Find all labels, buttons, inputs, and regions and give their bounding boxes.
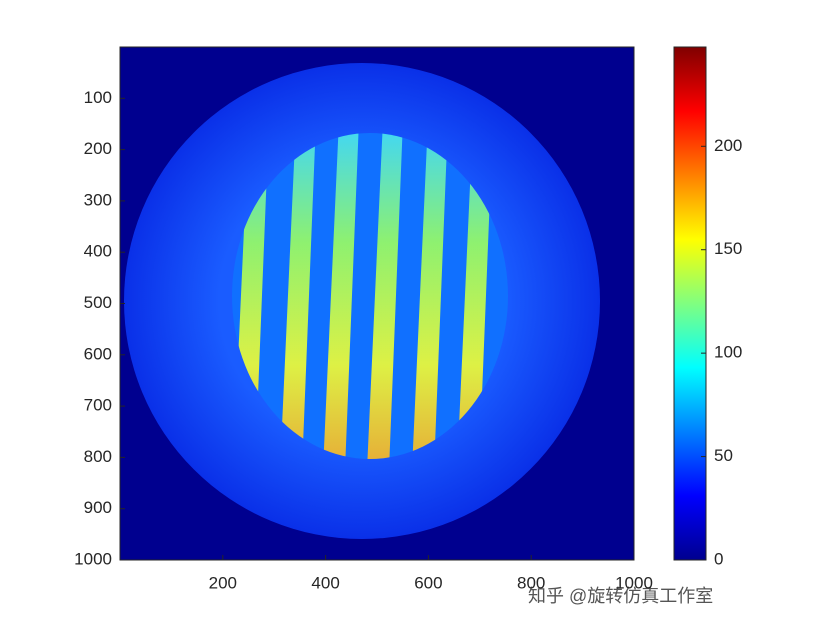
y-tick-label: 100 <box>84 88 112 107</box>
y-tick-label: 600 <box>84 344 112 363</box>
y-tick-label: 400 <box>84 242 112 261</box>
fringe <box>280 133 316 459</box>
y-tick-label: 1000 <box>74 549 112 568</box>
y-tick-label: 200 <box>84 139 112 158</box>
x-tick-label: 400 <box>311 573 339 592</box>
x-tick-label: 800 <box>517 573 545 592</box>
x-tick-label: 1000 <box>615 573 653 592</box>
fringe <box>457 133 493 459</box>
x-tick-label: 200 <box>209 573 237 592</box>
y-tick-label: 900 <box>84 498 112 517</box>
x-tick-label: 600 <box>414 573 442 592</box>
fringe <box>323 133 359 459</box>
image <box>120 47 634 560</box>
colorbar-tick-label: 50 <box>714 446 733 465</box>
y-tick-label: 500 <box>84 293 112 312</box>
watermark: 知乎 @旋转仿真工作室 <box>528 586 713 606</box>
colorbar-tick-label: 0 <box>714 549 723 568</box>
colorbar-tick-label: 150 <box>714 239 742 258</box>
colorbar-tick-label: 200 <box>714 136 742 155</box>
fringe <box>412 133 448 459</box>
y-tick-label: 700 <box>84 396 112 415</box>
fringe <box>367 133 403 459</box>
y-tick-label: 800 <box>84 447 112 466</box>
colorbar-tick-label: 100 <box>714 343 742 362</box>
colorbar <box>673 46 707 561</box>
y-tick-label: 300 <box>84 190 112 209</box>
